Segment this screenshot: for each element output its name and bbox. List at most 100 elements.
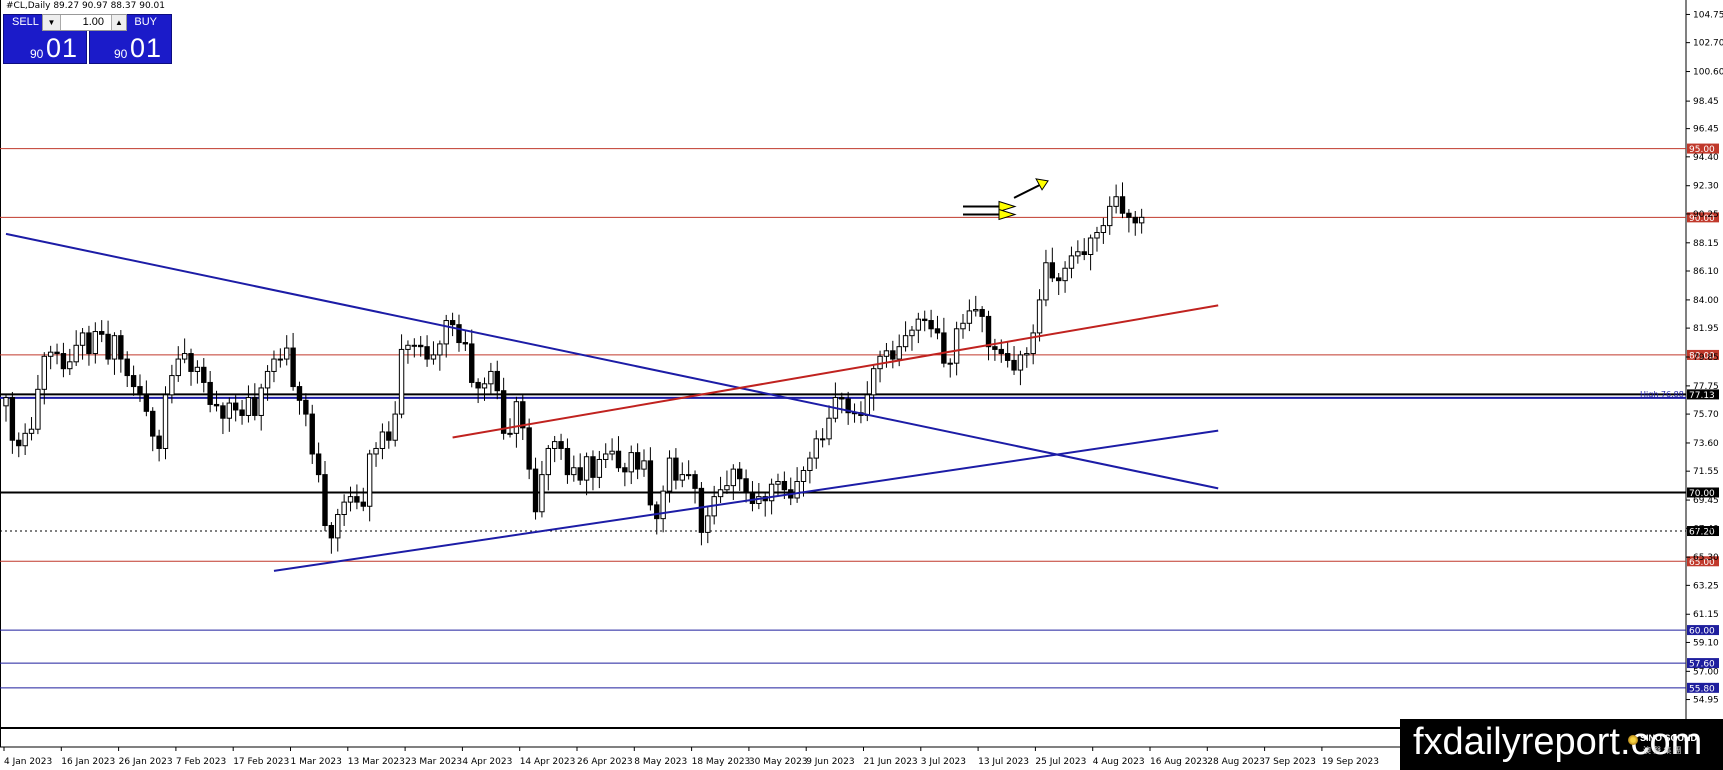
candle-body xyxy=(1087,237,1094,256)
y-tick-label: 61.15 xyxy=(1693,610,1719,620)
candle-body xyxy=(647,460,654,506)
candle-body xyxy=(67,361,73,370)
candle-body xyxy=(1113,196,1119,207)
y-tick-label: 54.95 xyxy=(1693,696,1719,706)
candle-body xyxy=(979,309,985,317)
candle-body xyxy=(201,366,207,383)
candle-body xyxy=(545,447,551,476)
x-tick-label: 19 Sep 2023 xyxy=(1322,757,1379,767)
x-tick-label: 21 Jun 2023 xyxy=(864,757,918,767)
candle-body xyxy=(315,453,322,476)
candle-body xyxy=(86,332,92,355)
y-tick-label: 104.75 xyxy=(1693,10,1723,20)
candle-body xyxy=(130,375,137,388)
candle-body xyxy=(660,490,666,520)
candle-body xyxy=(60,353,67,370)
sino-sound-logo-icon xyxy=(1628,735,1638,745)
candle-body xyxy=(1011,359,1017,371)
chevron-up-icon[interactable]: ▲ xyxy=(111,15,126,30)
y-tick-label: 59.10 xyxy=(1693,638,1719,648)
candle-body xyxy=(47,351,54,357)
candle-body xyxy=(890,350,896,360)
candle-body xyxy=(896,346,902,360)
candle-body xyxy=(1030,332,1036,355)
candle-body xyxy=(909,329,915,337)
trendline xyxy=(273,429,1219,572)
sell-price-small: 90 xyxy=(30,47,44,61)
candle-body xyxy=(973,309,979,312)
trendline xyxy=(5,232,1219,490)
chevron-down-icon[interactable]: ▼ xyxy=(43,15,61,30)
candle-body xyxy=(730,468,737,487)
candle-body xyxy=(902,335,909,348)
chart-title: #CL,Daily 89.27 90.97 88.37 90.01 xyxy=(6,1,165,11)
candle-body xyxy=(169,375,175,396)
candle-body xyxy=(1043,262,1049,301)
x-tick-label: 23 Mar 2023 xyxy=(405,757,462,767)
candle-body xyxy=(1094,231,1100,239)
candle-body xyxy=(28,428,35,434)
candle-body xyxy=(54,351,60,355)
candle-body xyxy=(558,441,564,449)
level-price-box xyxy=(1687,212,1719,223)
level-price-label: 60.00 xyxy=(1689,627,1715,637)
candle-body xyxy=(239,409,245,416)
candle-body xyxy=(743,478,749,493)
level-price-box xyxy=(1687,556,1719,567)
candle-body xyxy=(915,318,922,331)
candle-body xyxy=(622,467,628,473)
candle-body xyxy=(596,458,603,478)
candle-body xyxy=(411,344,418,347)
level-price-label: 77.13 xyxy=(1689,391,1715,401)
brand-banner: fxdailyreport.com SINO SOUND 澳 聲 集 團 xyxy=(1400,719,1723,770)
candle-body xyxy=(603,453,609,460)
candle-body xyxy=(1132,216,1138,224)
candle-body xyxy=(819,438,826,441)
lot-size-field[interactable]: ▼ 1.00 ▲ xyxy=(42,14,127,31)
candle-body xyxy=(539,474,545,513)
candle-body xyxy=(698,487,705,533)
candle-body xyxy=(449,320,456,326)
candle-body xyxy=(79,332,86,346)
x-tick-label: 13 Jul 2023 xyxy=(978,757,1029,767)
candle-body xyxy=(137,386,143,396)
candle-body xyxy=(252,397,258,416)
candle-body xyxy=(35,388,41,430)
y-tick-label: 100.60 xyxy=(1693,68,1723,78)
candle-body xyxy=(1004,353,1011,361)
candle-body xyxy=(1100,225,1107,233)
candle-body xyxy=(3,397,9,407)
candle-body xyxy=(105,333,111,360)
candle-body xyxy=(271,358,277,372)
y-tick-label: 84.00 xyxy=(1693,296,1719,306)
candle-body xyxy=(437,343,443,356)
sell-price-big: 01 xyxy=(46,33,79,63)
candle-body xyxy=(392,413,398,441)
y-tick-label: 96.45 xyxy=(1693,125,1719,135)
candle-body xyxy=(922,318,928,322)
level-price-box xyxy=(1687,349,1719,360)
candle-body xyxy=(73,344,79,363)
candle-body xyxy=(220,405,226,419)
candle-body xyxy=(507,432,513,435)
buy-price-small: 90 xyxy=(114,47,128,61)
candle-body xyxy=(654,504,660,520)
trendlines xyxy=(5,232,1219,572)
candle-body xyxy=(800,469,807,482)
candle-body xyxy=(418,344,424,348)
candle-body xyxy=(469,343,475,383)
x-tick-label: 16 Aug 2023 xyxy=(1150,757,1208,767)
candle-body xyxy=(1068,255,1075,269)
x-tick-label: 4 Jan 2023 xyxy=(4,757,52,767)
x-tick-label: 26 Apr 2023 xyxy=(577,757,633,767)
candle-body xyxy=(609,450,615,455)
candle-body xyxy=(1126,212,1132,218)
candle-body xyxy=(366,453,373,507)
candle-body xyxy=(1024,353,1030,356)
candle-body xyxy=(500,390,507,434)
candle-body xyxy=(1062,267,1068,282)
level-price-box xyxy=(1687,487,1719,498)
trendline xyxy=(452,304,1219,439)
x-tick-label: 17 Feb 2023 xyxy=(233,757,289,767)
